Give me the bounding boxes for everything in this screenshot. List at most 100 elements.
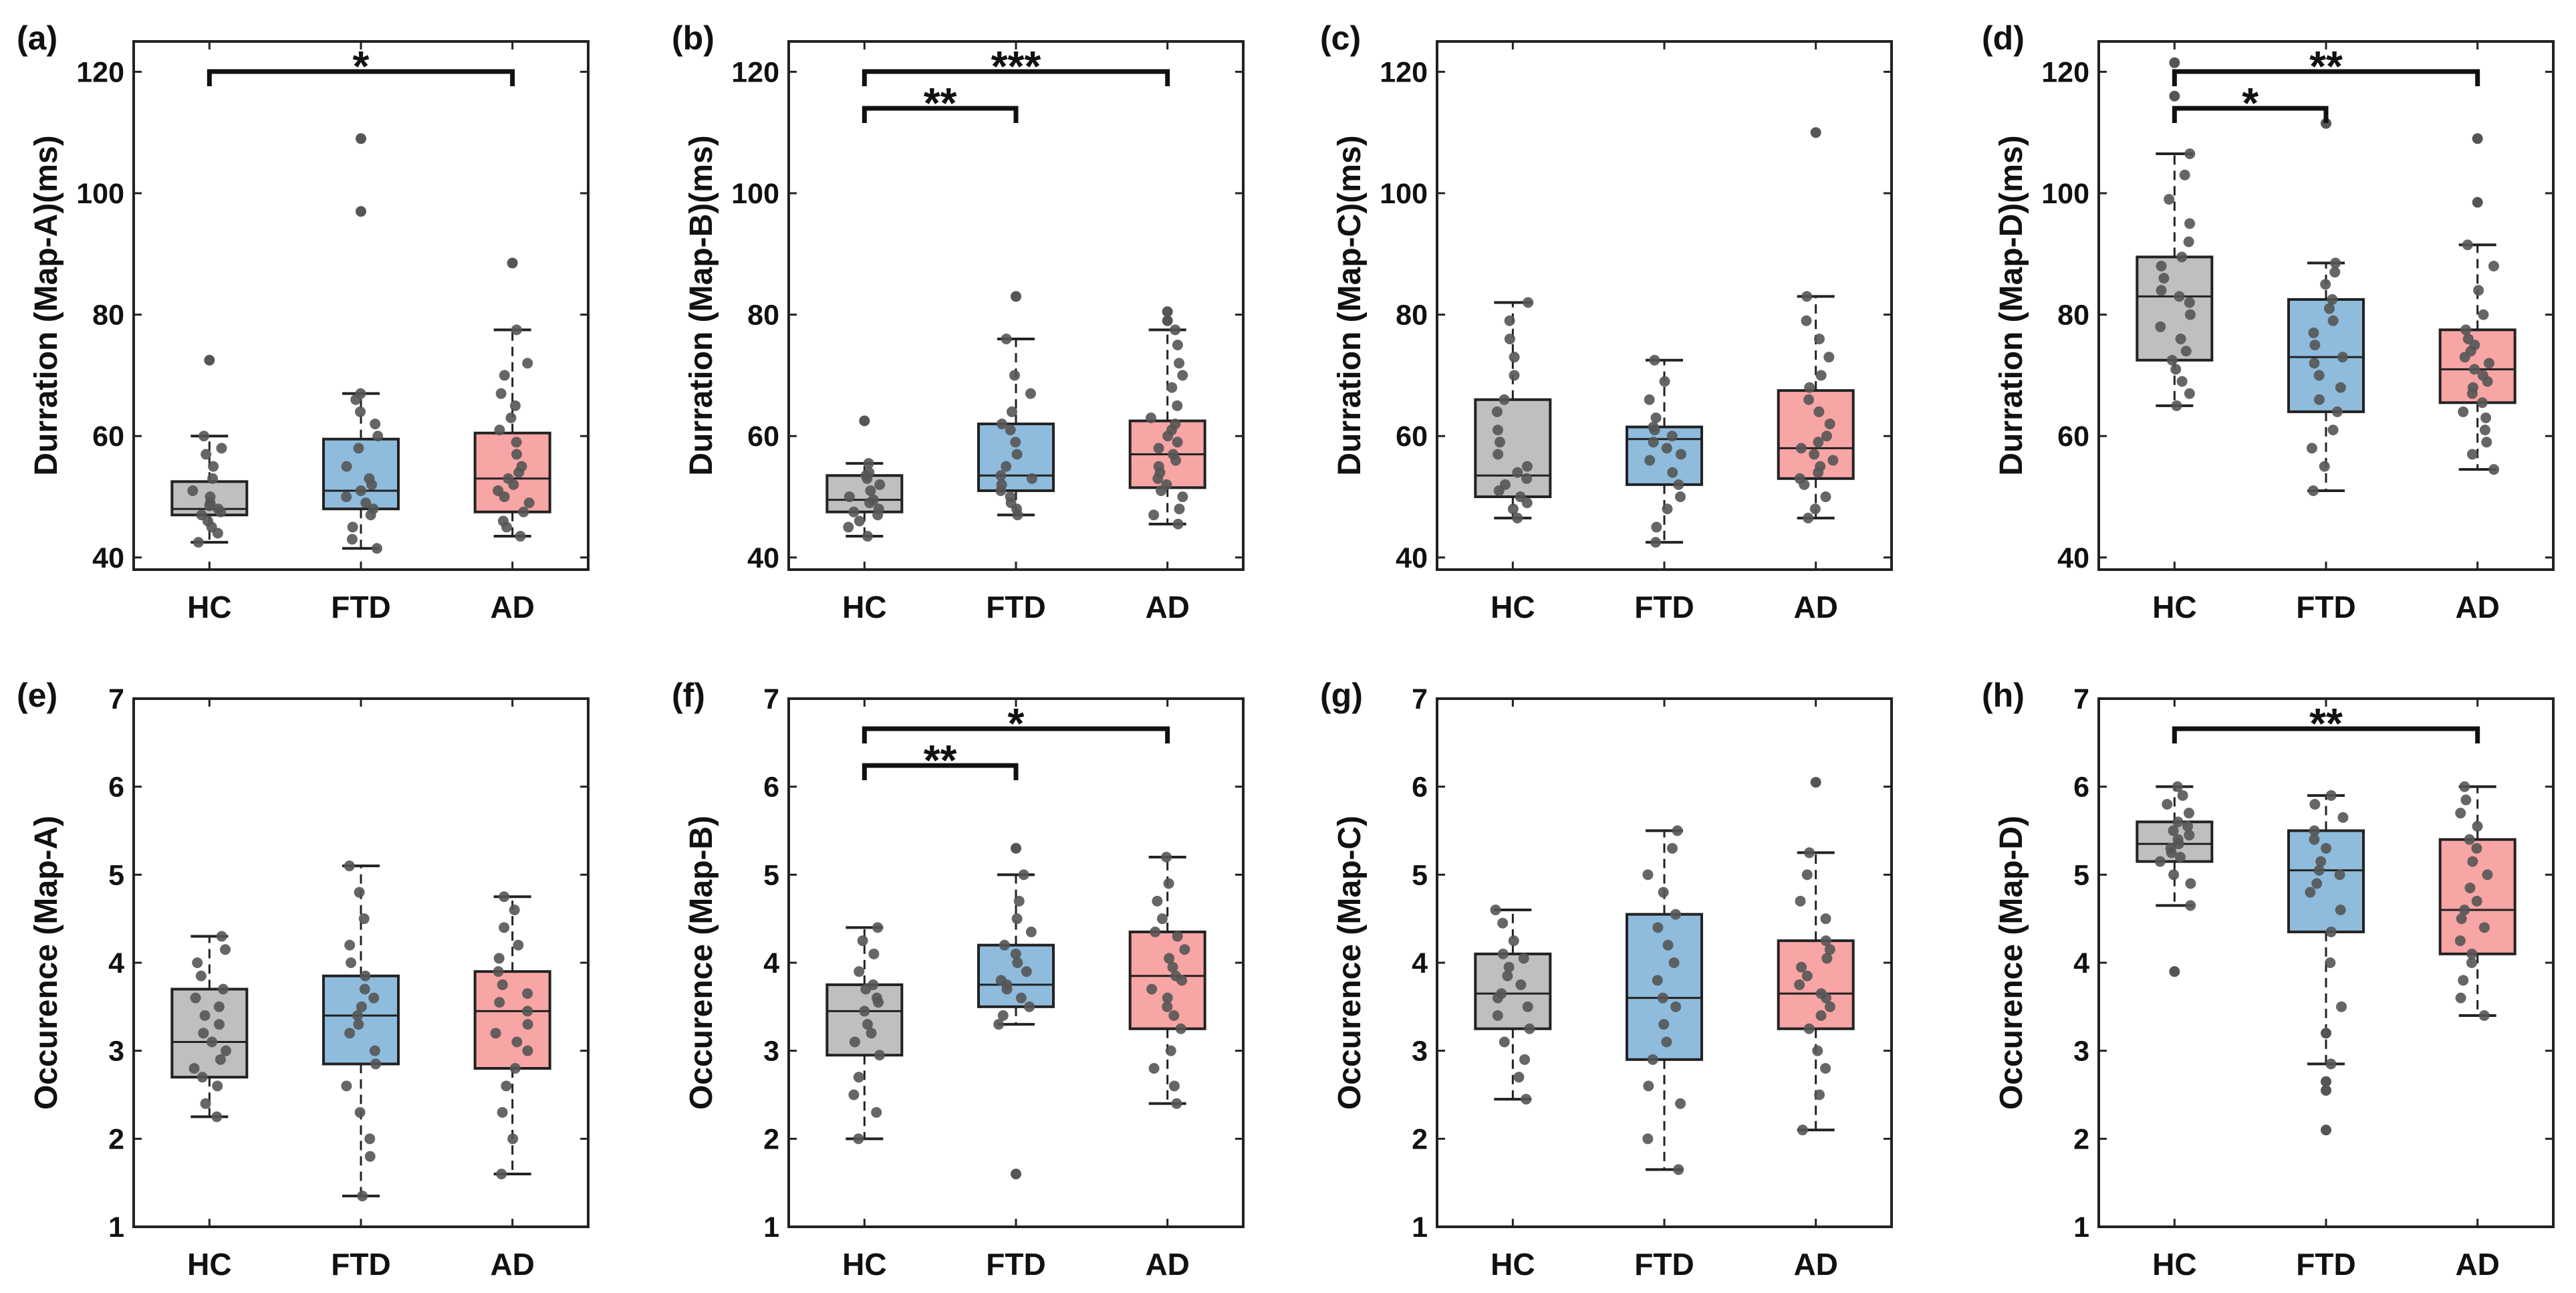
y-tick-label: 3 [763,1036,779,1068]
data-point [2174,291,2185,302]
y-tick-label: 100 [2041,178,2089,210]
iqr-box [1128,930,1206,1030]
y-tick-label: 80 [2057,300,2089,332]
outlier-point [1011,842,1021,854]
box-hc [1474,905,1552,1105]
data-point [1497,917,1509,929]
y-tick-label: 40 [1396,542,1428,574]
data-point [873,503,884,515]
data-point [1820,935,1831,947]
y-axis-label: Occurence (Map-C) [1332,816,1368,1110]
significance-bracket: *** [862,42,1170,90]
outlier-point [2321,1125,2331,1136]
data-point [344,1028,356,1039]
data-point [1001,333,1012,344]
data-point [872,922,884,933]
data-point [1152,895,1163,907]
data-point [201,449,212,460]
data-point [853,1133,864,1145]
data-point [2184,148,2196,159]
panel-label: (b) [672,19,715,57]
y-tick-label: 40 [2057,542,2089,574]
y-tick-label: 120 [76,56,124,88]
x-tick-label-ftd: FTD [2296,590,2355,624]
data-point [862,1019,874,1030]
iqr-box [1626,913,1703,1061]
data-point [1795,443,1807,454]
data-point [854,966,865,977]
data-point [1801,315,1812,326]
bracket-line [862,69,1170,86]
data-point [2307,485,2319,496]
outlier-point [1810,127,1821,138]
x-tick-label-ad: AD [2455,590,2499,624]
data-point [1804,847,1815,858]
panel-c: 40 60 80 100 120 HC FTD AD Durration (Map-C)(ms)… [1320,19,1893,624]
data-point [2311,878,2323,889]
data-point [1492,1010,1503,1021]
data-point [1161,852,1172,862]
y-tick-label: 120 [1380,56,1428,88]
data-point [2184,218,2196,229]
y-tick-label: 3 [108,1036,124,1068]
data-point [2455,808,2466,819]
data-point [2325,957,2336,968]
iqr-box [473,970,551,1070]
data-point [1172,931,1183,942]
data-point [1148,509,1160,521]
data-point [2156,260,2167,271]
data-point [1824,1001,1835,1012]
data-point [2315,856,2327,867]
data-point [1496,988,1507,1000]
data-point [2313,370,2325,381]
y-tick-label: 1 [763,1211,779,1244]
data-point [1673,1164,1684,1175]
data-point [2179,169,2190,181]
y-axis-label: Durration (Map-D)(ms) [1994,135,2029,475]
data-point [1666,431,1678,442]
box-hc [2136,781,2214,977]
data-point [220,1045,231,1056]
data-point [1670,909,1681,920]
data-point [1162,992,1173,1004]
data-point [1512,512,1523,523]
data-point [1508,935,1519,947]
x-tick-label-hc: HC [187,1247,231,1282]
x-tick-label-hc: HC [842,590,886,624]
data-point [368,503,379,515]
data-point [355,388,366,399]
data-point [192,957,203,968]
data-point [2168,825,2179,836]
panel-a: 40 60 80 100 120 HC FTD AD Durration (Map-A)(ms)… [17,19,590,624]
data-point [2321,842,2332,854]
data-point [1522,1001,1533,1012]
data-point [2154,856,2166,867]
data-point [516,461,527,472]
data-point [2337,812,2349,823]
data-point [1827,455,1839,466]
data-point [2309,358,2320,369]
data-point [1815,988,1827,1000]
data-point [2473,285,2484,296]
outlier-point [2472,133,2483,144]
data-point [1171,1098,1182,1109]
bracket-line [207,69,515,86]
data-point [354,1106,366,1118]
data-point [1025,926,1037,937]
data-point [1801,970,1813,981]
data-point [2185,878,2196,889]
data-point [2319,461,2330,472]
significance-stars: ** [2309,42,2343,90]
data-point [1021,966,1032,977]
data-point [1649,354,1660,366]
y-tick-label: 80 [1396,300,1428,332]
panel-label: (d) [1982,19,2025,57]
data-point [995,975,1007,986]
data-point [2184,309,2196,320]
data-point [518,506,529,517]
data-point [1521,1094,1532,1105]
data-point [344,939,356,951]
data-point [2478,309,2489,320]
data-point [344,860,355,872]
data-point [864,467,875,478]
